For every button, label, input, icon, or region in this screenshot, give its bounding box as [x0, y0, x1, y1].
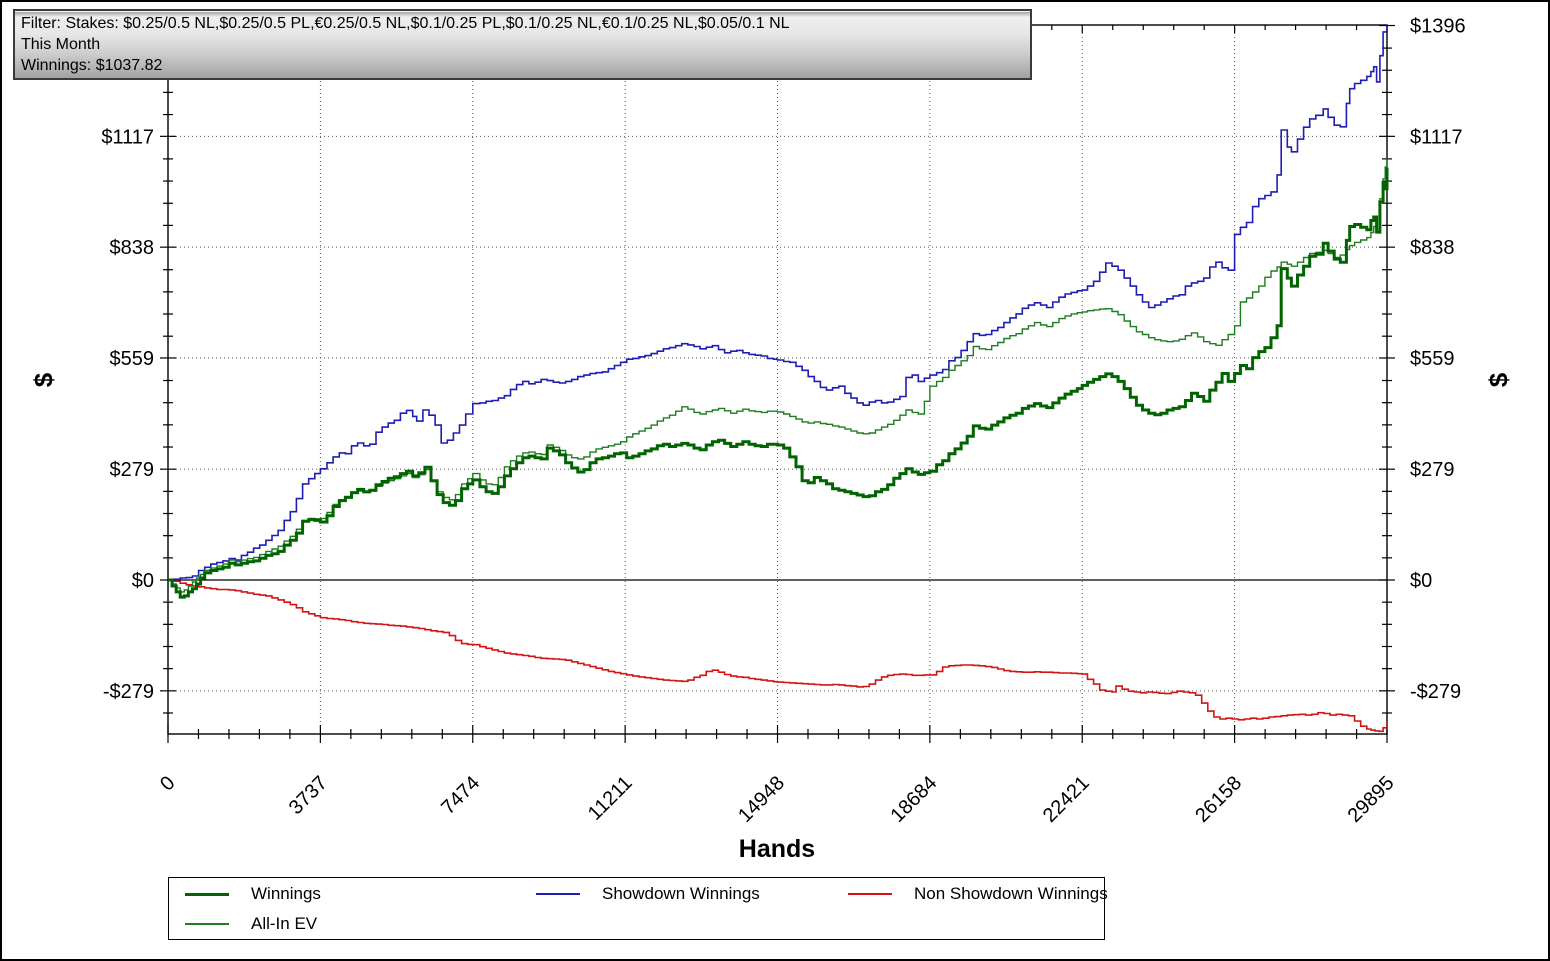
y-axis-title-right: $ [1483, 372, 1514, 388]
legend-label-non-showdown-winnings: Non Showdown Winnings [914, 884, 1108, 903]
y-tick-label-left: $838 [110, 237, 155, 259]
series-line-non-showdown-winnings [168, 579, 1388, 733]
chart-legend: Winnings Showdown Winnings Non Showdown … [168, 877, 1108, 940]
x-tick-label: 26158 [1191, 772, 1246, 827]
x-tick-label: 7474 [437, 772, 484, 819]
filter-winnings-text: Winnings: $1037.82 [21, 57, 163, 74]
non-showdown-winnings-line-swatch [848, 893, 892, 895]
legend-label-all-in-ev: All-In EV [251, 914, 318, 933]
winnings-line-swatch [185, 892, 229, 896]
legend-item-non-showdown-winnings: Non Showdown Winnings [848, 884, 1108, 904]
y-tick-label-left: $0 [132, 570, 154, 592]
y-tick-label-right: $1117 [1410, 126, 1463, 148]
x-tick-label: 14948 [734, 772, 789, 827]
legend-item-showdown-winnings: Showdown Winnings [536, 884, 760, 904]
x-tick-label: 0 [156, 772, 179, 795]
y-tick-label-right: -$279 [1410, 681, 1461, 703]
plot-border [167, 24, 1388, 735]
filter-period-text: This Month [21, 36, 101, 53]
showdown-winnings-line-swatch [536, 893, 580, 895]
y-tick-label-left: $279 [110, 459, 155, 481]
series-line-showdown-winnings [168, 25, 1388, 581]
legend-label-winnings: Winnings [251, 884, 321, 903]
x-tick-label: 11211 [584, 772, 637, 825]
y-tick-label-right: $0 [1410, 570, 1432, 592]
y-tick-label-right: $838 [1410, 237, 1455, 259]
series-lines [168, 25, 1389, 733]
axis-tick-labels: $1396$1396$1117$1117$838$838$559$559$279… [98, 16, 1465, 827]
x-tick-label: 18684 [887, 772, 942, 827]
y-tick-label-right: $559 [1410, 348, 1455, 370]
gridlines [168, 25, 1387, 734]
y-tick-label-left: -$279 [103, 681, 154, 703]
y-tick-label-right: $279 [1410, 459, 1455, 481]
legend-item-all-in-ev: All-In EV [185, 914, 317, 934]
x-tick-label: 22421 [1039, 772, 1094, 827]
y-tick-label-left: $559 [110, 348, 155, 370]
x-tick-label: 3737 [285, 772, 332, 819]
legend-item-winnings: Winnings [185, 884, 321, 904]
filter-info-box: Filter: Stakes: $0.25/0.5 NL,$0.25/0.5 P… [13, 9, 1032, 80]
legend-label-showdown-winnings: Showdown Winnings [602, 884, 760, 903]
y-tick-label-left: $1117 [101, 126, 154, 148]
x-tick-label: 29895 [1344, 772, 1399, 827]
y-axis-title-left: $ [28, 372, 59, 388]
series-line-winnings [168, 167, 1389, 599]
series-line-all-in-ev [168, 158, 1388, 593]
y-tick-label-right: $1396 [1410, 16, 1466, 38]
all-in-ev-line-swatch [185, 923, 229, 925]
axes [160, 24, 1395, 743]
filter-stakes-text: Filter: Stakes: $0.25/0.5 NL,$0.25/0.5 P… [21, 15, 790, 32]
x-axis-title: Hands [738, 835, 816, 863]
